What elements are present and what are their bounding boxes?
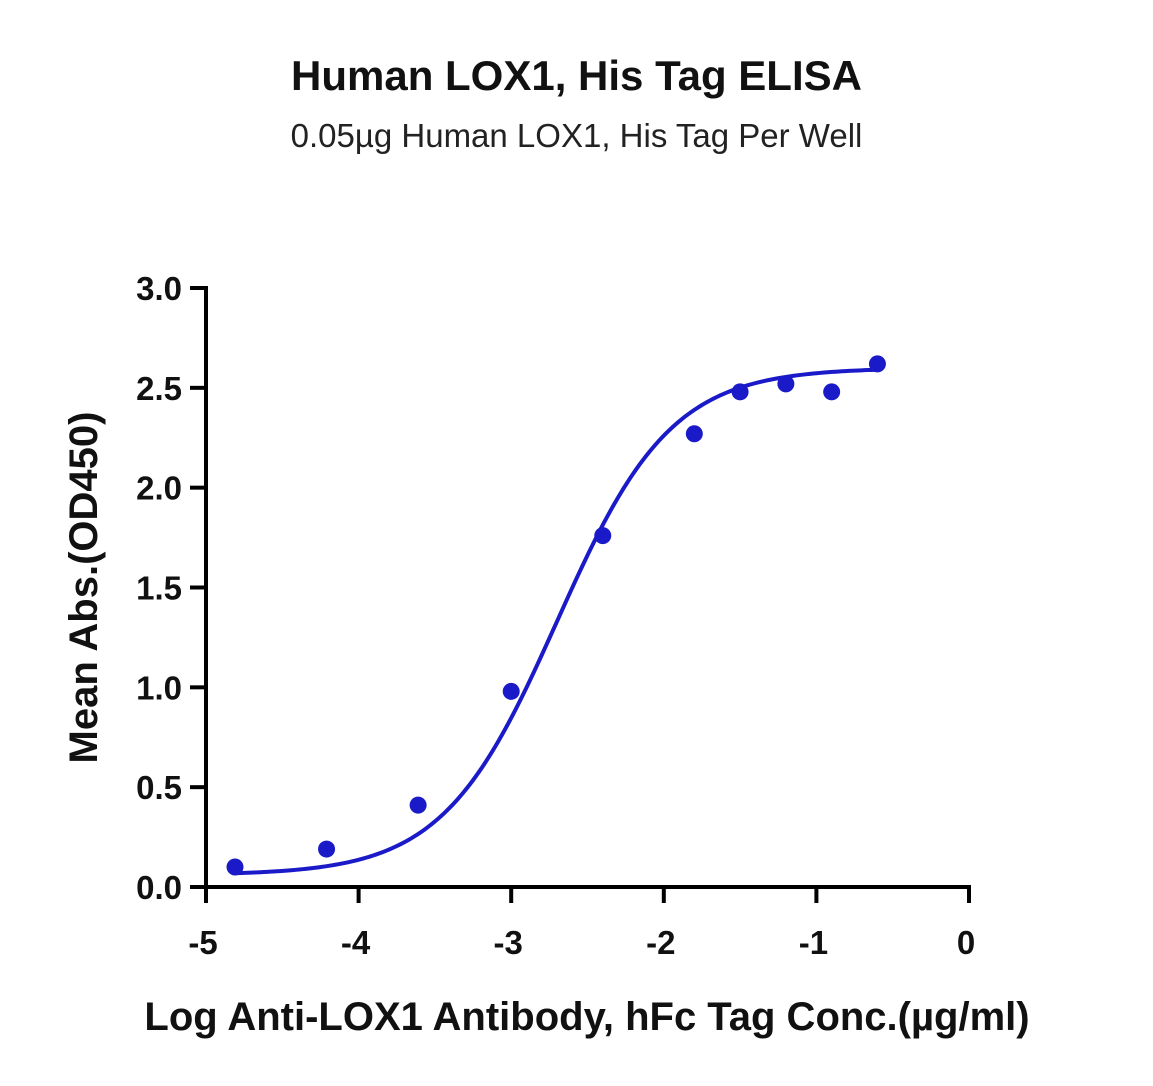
x-tick-label: -4 — [341, 924, 371, 961]
fit-curve — [234, 367, 878, 876]
y-tick-label: 1.5 — [136, 570, 182, 607]
data-point — [777, 375, 795, 393]
x-axis-ticks: -5 -4 -3 -2 -1 0 — [188, 887, 975, 961]
y-tick-label: 0.5 — [136, 769, 182, 806]
y-axis-label: Mean Abs.(OD450) — [62, 412, 106, 764]
y-tick-label: 3.0 — [136, 270, 182, 307]
y-tick-label: 1.0 — [136, 669, 182, 706]
data-point — [409, 796, 427, 814]
x-tick-label: -1 — [799, 924, 828, 961]
data-points — [226, 355, 886, 876]
y-tick-label: 2.0 — [136, 470, 182, 507]
y-tick-label: 0.0 — [136, 869, 182, 906]
chart-subtitle: 0.05µg Human LOX1, His Tag Per Well — [290, 117, 863, 154]
data-point — [868, 355, 886, 373]
data-point — [594, 527, 612, 545]
x-axis-label: Log Anti-LOX1 Antibody, hFc Tag Conc.(µg… — [144, 995, 1029, 1039]
x-tick-label: -3 — [494, 924, 523, 961]
chart-title: Human LOX1, His Tag ELISA — [291, 52, 862, 99]
data-point — [226, 858, 244, 876]
data-point — [318, 840, 336, 858]
data-point — [823, 383, 841, 401]
axes — [204, 286, 971, 889]
x-tick-label: 0 — [957, 924, 975, 961]
data-point — [731, 383, 749, 401]
data-point — [685, 425, 703, 443]
y-tick-label: 2.5 — [136, 370, 182, 407]
x-tick-label: -5 — [188, 924, 217, 961]
x-tick-label: -2 — [646, 924, 675, 961]
y-axis-ticks: 0.0 0.5 1.0 1.5 2.0 2.5 3.0 — [136, 270, 206, 906]
data-point — [502, 682, 520, 700]
